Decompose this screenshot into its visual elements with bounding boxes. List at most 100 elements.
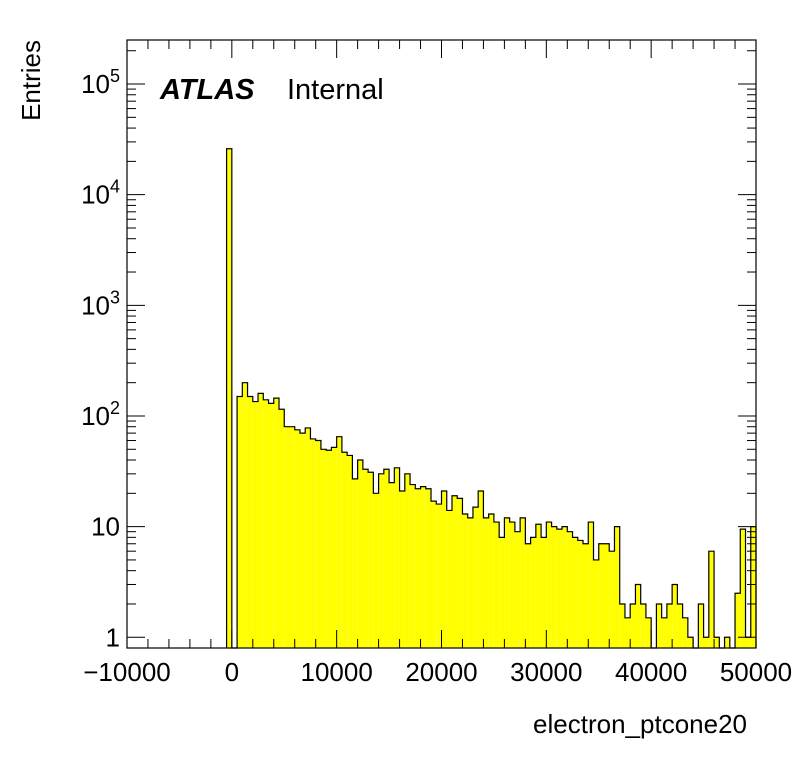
histogram-bar — [530, 537, 536, 648]
x-tick-label: 10000 — [301, 657, 373, 687]
histogram-bar — [404, 473, 411, 648]
histogram-bar — [562, 526, 568, 648]
histogram-bar — [499, 537, 505, 648]
histogram-bar — [551, 526, 557, 648]
histogram-bar — [368, 472, 374, 648]
histogram-bar — [451, 495, 458, 648]
histogram-bar — [546, 522, 552, 648]
histogram-bar — [735, 593, 741, 648]
x-tick-label: −10000 — [83, 657, 170, 687]
histogram-bar — [556, 529, 563, 648]
histogram-bar — [268, 403, 274, 648]
histogram-bar — [352, 478, 358, 648]
histogram-bar — [357, 460, 363, 648]
histogram-bar — [703, 637, 709, 648]
x-tick-label: 50000 — [720, 657, 792, 687]
histogram-bar — [745, 637, 751, 648]
y-tick-label: 104 — [81, 177, 120, 210]
histogram-bar — [635, 584, 641, 648]
histogram-bar — [289, 426, 295, 648]
histogram-bar — [567, 531, 573, 648]
y-tick-label: 105 — [81, 66, 120, 99]
histogram-outline — [225, 148, 757, 649]
histogram-bar — [441, 490, 447, 648]
histogram-bar — [525, 543, 531, 648]
histogram-bar — [315, 440, 321, 648]
histogram-bar — [305, 427, 311, 648]
internal-label: Internal — [287, 74, 384, 106]
histogram-bar — [656, 603, 662, 648]
histogram-bar — [583, 543, 589, 648]
histogram-bar — [624, 617, 631, 648]
histogram-bar — [541, 537, 547, 648]
histogram-bar — [247, 396, 253, 648]
histogram-bar — [457, 498, 463, 648]
histogram-bar — [630, 603, 636, 648]
histogram-bar — [750, 526, 756, 648]
histogram-bar — [252, 401, 259, 648]
histogram-bar — [394, 467, 400, 648]
histogram-bar — [341, 452, 348, 648]
y-tick-label: 102 — [81, 398, 120, 431]
histogram-bar — [598, 543, 604, 648]
histogram-bar — [714, 637, 720, 648]
histogram-bar — [593, 559, 599, 648]
histogram-bar — [467, 517, 473, 648]
histogram-bar — [331, 447, 337, 648]
histogram-bar — [640, 603, 646, 648]
histogram-bar — [672, 584, 678, 648]
histogram-bar — [724, 637, 730, 648]
histogram-bar — [378, 473, 384, 648]
y-tick-label: 103 — [81, 287, 120, 320]
histogram-bar — [284, 426, 290, 648]
histogram-bar — [273, 398, 280, 648]
histogram-bar — [237, 396, 243, 648]
histogram-bar — [299, 433, 306, 648]
histogram-bar — [609, 551, 615, 648]
y-tick-label: 10 — [91, 512, 120, 542]
histogram-bar — [572, 537, 578, 648]
x-tick-label: 20000 — [405, 657, 477, 687]
histogram-bar — [472, 507, 479, 648]
histogram-bar — [373, 493, 379, 648]
histogram-bar — [535, 524, 542, 648]
histogram-bar — [242, 382, 248, 648]
histogram-bar — [258, 393, 264, 648]
histogram-bar — [614, 526, 620, 648]
histogram-bar — [520, 517, 526, 648]
histogram-bar — [446, 510, 452, 648]
x-tick-label: 40000 — [615, 657, 687, 687]
histogram-bar — [389, 482, 395, 648]
histogram-bar — [661, 617, 667, 648]
histogram-bar — [383, 469, 390, 648]
histogram-bar — [310, 438, 316, 648]
histogram-bar — [619, 603, 625, 648]
atlas-label: ATLAS — [159, 74, 255, 106]
histogram-bar — [462, 514, 468, 648]
histogram-bar — [677, 603, 683, 648]
histogram-bar — [493, 522, 500, 648]
y-tick-label: 1 — [106, 622, 120, 652]
x-axis: −10000 0 10000 20000 30000 40000 50000 — [83, 40, 792, 687]
histogram-bar — [687, 637, 694, 648]
histogram-bar — [425, 488, 432, 648]
x-tick-label: 30000 — [510, 657, 582, 687]
histogram-bar — [294, 429, 300, 648]
histogram-bar — [488, 514, 494, 648]
histogram-bar — [603, 543, 610, 648]
histogram-bar — [263, 399, 269, 648]
histogram-bar — [320, 449, 327, 648]
histogram-bars — [226, 148, 756, 648]
histogram-bar — [226, 148, 232, 648]
histogram-bar — [483, 517, 489, 648]
x-axis-title: electron_ptcone20 — [533, 709, 747, 739]
histogram-bar — [514, 531, 521, 648]
histogram-bar — [347, 455, 353, 648]
histogram-bar — [588, 522, 594, 648]
histogram-bar — [666, 603, 673, 648]
histogram-bar — [682, 617, 688, 648]
histogram-bar — [577, 540, 584, 648]
x-tick-label: 0 — [225, 657, 239, 687]
histogram-bar — [336, 436, 342, 648]
